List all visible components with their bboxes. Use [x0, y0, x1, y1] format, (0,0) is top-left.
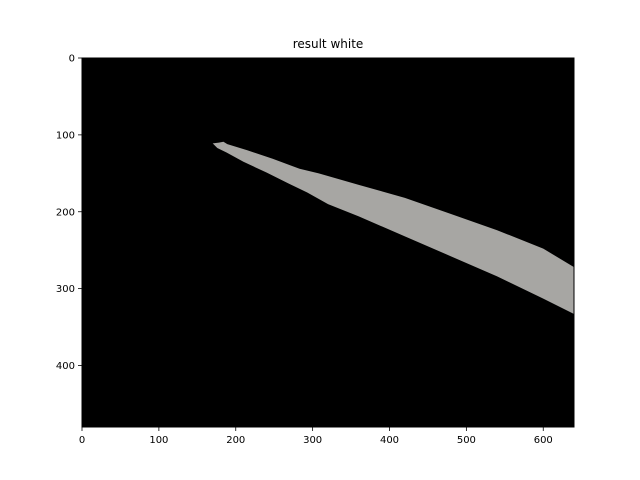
y-tick-label: 300 [56, 284, 75, 295]
y-tick-label: 200 [56, 207, 75, 218]
x-tick-label: 100 [149, 435, 168, 446]
y-tick-label: 400 [56, 361, 75, 372]
y-tick-label: 100 [56, 130, 75, 141]
y-axis: 0 100 200 300 400 [56, 54, 82, 372]
x-tick-label: 0 [79, 435, 85, 446]
x-tick-label: 600 [534, 435, 553, 446]
x-tick-label: 200 [226, 435, 245, 446]
x-tick-label: 500 [457, 435, 476, 446]
x-tick-label: 400 [380, 435, 399, 446]
plot-area [81, 57, 575, 428]
y-tick-label: 0 [69, 54, 75, 65]
x-axis: 0 100 200 300 400 500 600 [79, 427, 553, 446]
mask-region [212, 141, 574, 314]
axes-frame [81, 57, 575, 428]
x-tick-label: 300 [303, 435, 322, 446]
chart-title: result white [293, 37, 364, 51]
